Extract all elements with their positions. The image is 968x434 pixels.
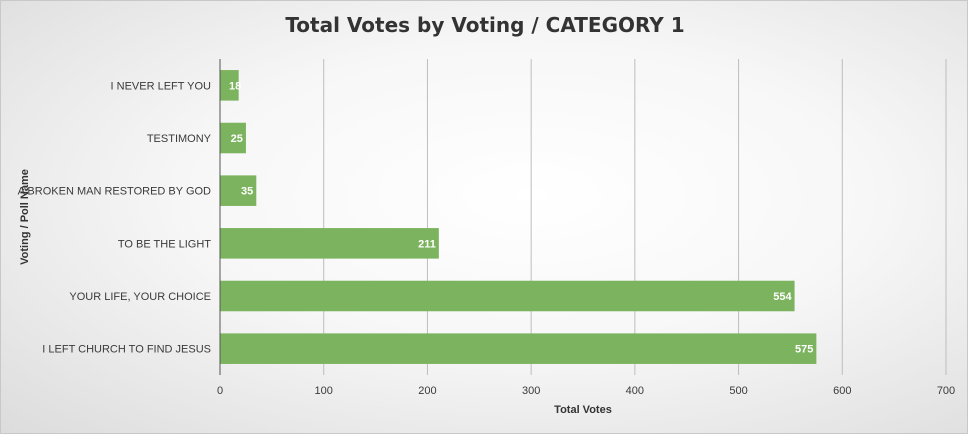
data-label: 554	[773, 291, 792, 303]
category-label: I LEFT CHURCH TO FIND JESUS	[42, 344, 211, 356]
gridlines	[323, 59, 947, 375]
data-label: 575	[795, 344, 813, 356]
bar	[220, 280, 795, 312]
bar	[220, 122, 246, 154]
x-axis-title: Total Votes	[554, 404, 612, 416]
x-tick-label: 100	[315, 385, 333, 397]
bar	[220, 175, 257, 206]
x-tick-label: 400	[626, 385, 644, 397]
y-axis-title: Voting / Poll Name	[19, 169, 31, 265]
data-label: 211	[418, 238, 436, 250]
x-tick-label: 0	[217, 385, 223, 397]
x-tick-label: 700	[937, 385, 955, 397]
x-tick-label: 600	[833, 385, 851, 397]
x-tick-label: 200	[418, 385, 436, 397]
x-tick-label: 300	[522, 385, 540, 397]
chart-title: Total Votes by Voting / CATEGORY 1	[285, 13, 685, 37]
data-label: 25	[231, 133, 243, 145]
category-label: TESTIMONY	[147, 133, 212, 145]
category-label: YOUR LIFE, YOUR CHOICE	[69, 291, 211, 303]
labels: 0 100 200 300 400 500 600 700 I NEVER LEFT YOU 18…	[18, 80, 956, 397]
category-label: I NEVER LEFT YOU	[111, 80, 212, 92]
x-tick-label: 500	[729, 385, 747, 397]
bar	[220, 70, 239, 101]
data-label: 18	[229, 80, 241, 92]
data-label: 35	[241, 186, 253, 198]
bars	[220, 70, 817, 364]
bar	[220, 333, 817, 364]
category-label: TO BE THE LIGHT	[118, 238, 211, 250]
category-label: A BROKEN MAN RESTORED BY GOD	[18, 186, 211, 198]
bar	[220, 228, 439, 259]
